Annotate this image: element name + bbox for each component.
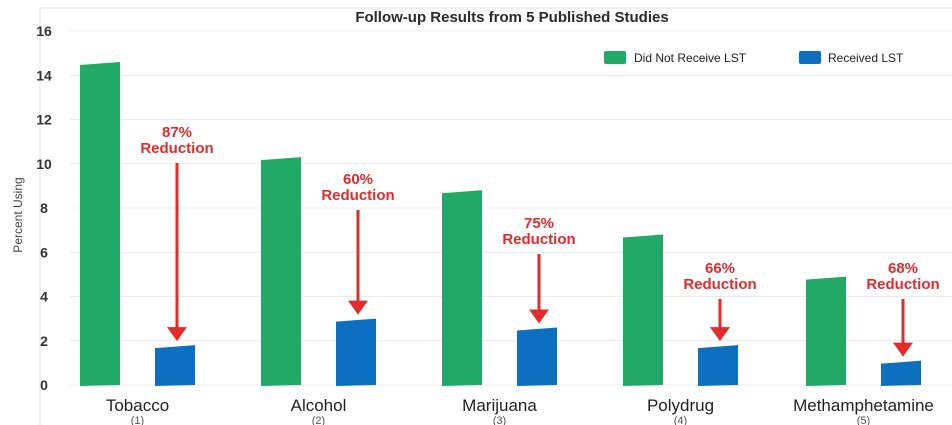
y-tick-label: 12 [36, 112, 52, 128]
chart-title: Follow-up Results from 5 Published Studi… [355, 9, 668, 26]
annotation-percent: 60% [343, 171, 373, 188]
y-tick-label: 16 [36, 23, 52, 39]
annotation-percent: 66% [705, 260, 735, 277]
annotation-percent: 75% [524, 215, 554, 232]
bar-did-not-receive [261, 157, 301, 386]
legend-label-did-not-receive: Did Not Receive LST [634, 51, 747, 65]
y-axis-ticks: 0 2 4 6 8 10 12 14 16 [36, 23, 52, 393]
y-tick-label: 0 [40, 377, 48, 393]
annotation-arrowhead [710, 327, 730, 341]
annotation-reduction-label: Reduction [683, 276, 756, 293]
bar-did-not-receive [806, 277, 846, 386]
bars [80, 62, 921, 386]
bar-received [881, 361, 921, 386]
x-tick-note: (3) [493, 415, 506, 425]
y-tick-label: 8 [40, 200, 48, 216]
bar-received [517, 327, 557, 386]
x-axis-labels: Tobacco(1) Alcohol(2) Marijuana(3) Polydrug… [106, 396, 934, 425]
legend: Did Not Receive LST Received LST [604, 51, 904, 65]
annotation-arrowhead [167, 327, 187, 341]
x-tick-note: (1) [131, 415, 144, 425]
bar-received [336, 319, 376, 386]
x-tick-note: (5) [857, 415, 870, 425]
y-tick-label: 6 [40, 244, 48, 260]
x-tick-label: Tobacco [106, 396, 169, 415]
x-tick-label: Marijuana [462, 396, 537, 415]
y-tick-label: 4 [40, 289, 48, 305]
bar-received [698, 345, 738, 386]
x-tick-note: (4) [674, 415, 687, 425]
y-axis-label: Percent Using [11, 177, 25, 252]
bar-received [155, 345, 195, 386]
legend-label-received: Received LST [828, 51, 904, 65]
bar-did-not-receive [623, 235, 663, 386]
x-tick-label: Polydrug [647, 396, 714, 415]
bar-did-not-receive [442, 190, 482, 386]
legend-swatch-did-not-receive [604, 51, 626, 64]
bar-did-not-receive [80, 62, 120, 386]
annotation-arrowhead [893, 343, 913, 357]
x-tick-note: (2) [312, 415, 325, 425]
legend-swatch-received [799, 51, 821, 64]
annotation-reduction-label: Reduction [321, 187, 394, 204]
x-tick-label: Alcohol [291, 396, 347, 415]
y-tick-label: 10 [36, 156, 52, 172]
annotation-arrowhead [348, 301, 368, 315]
annotation-reduction-label: Reduction [502, 231, 575, 248]
annotation-reduction-label: Reduction [140, 140, 213, 157]
annotation-reduction-label: Reduction [866, 276, 939, 293]
y-tick-label: 14 [36, 67, 52, 83]
annotation-arrowhead [529, 309, 549, 323]
y-tick-label: 2 [40, 333, 48, 349]
annotation-percent: 68% [888, 260, 918, 277]
annotation-percent: 87% [162, 124, 192, 141]
x-tick-label: Methamphetamine [793, 396, 934, 415]
